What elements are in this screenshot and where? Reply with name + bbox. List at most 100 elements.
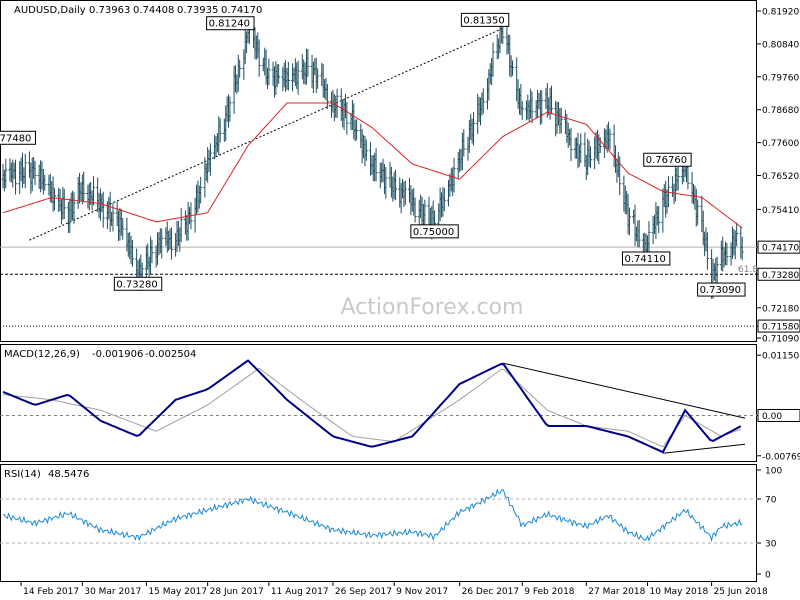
price-bar bbox=[335, 88, 339, 118]
swing-label-text: 0.74110 bbox=[624, 254, 665, 265]
x-axis-tick-label: 28 Jun 2017 bbox=[210, 587, 264, 597]
rsi-y-tick-label: 0 bbox=[765, 571, 771, 581]
price-bar bbox=[257, 39, 261, 77]
swing-label-box bbox=[410, 224, 459, 239]
price-tag-box bbox=[757, 267, 800, 281]
watermark: ActionForex.com bbox=[341, 295, 524, 320]
macd-y-tick-label: 0.00 bbox=[762, 412, 782, 422]
price-header-close: 0.74170 bbox=[221, 5, 262, 16]
price-bar bbox=[130, 239, 134, 267]
price-bar bbox=[549, 85, 553, 115]
fib-label: 61.8 bbox=[738, 265, 758, 275]
price-bar bbox=[296, 60, 300, 95]
macd-line bbox=[2, 359, 742, 454]
price-bar bbox=[286, 62, 290, 91]
price-bar bbox=[121, 217, 125, 240]
price-header-low: 0.73935 bbox=[177, 5, 218, 16]
macd-readout-main: -0.001906 bbox=[92, 349, 143, 360]
price-bar bbox=[735, 222, 739, 247]
price-bar bbox=[501, 23, 505, 44]
price-bar bbox=[647, 221, 651, 252]
price-bar bbox=[598, 137, 602, 153]
price-bar bbox=[4, 158, 8, 189]
swing-label-text: 0.75000 bbox=[413, 227, 454, 238]
x-axis-tick-label: 9 Feb 2018 bbox=[524, 587, 575, 597]
swing-label-box bbox=[0, 130, 36, 145]
price-y-tick-label: 0.71090 bbox=[762, 335, 799, 345]
rsi-y-tick-label: 70 bbox=[765, 496, 777, 506]
swing-label-text: 0.73280 bbox=[116, 279, 157, 290]
price-bar bbox=[169, 227, 173, 260]
price-tag-box bbox=[757, 240, 800, 254]
swing-label-box bbox=[697, 282, 746, 297]
price-bar bbox=[608, 128, 612, 151]
price-bar bbox=[53, 188, 57, 211]
macd-panel bbox=[0, 344, 757, 462]
swing-label-text: 0.81350 bbox=[463, 15, 504, 26]
macd-title: MACD(12,26,9) bbox=[4, 349, 80, 360]
price-bar bbox=[540, 90, 544, 124]
price-y-tick-label: 0.72180 bbox=[762, 304, 799, 314]
price-bar bbox=[413, 197, 417, 223]
price-bar bbox=[325, 83, 329, 110]
price-y-tick-label: 0.73280 bbox=[762, 271, 799, 281]
macd-y-tick-label: 0.011508 bbox=[762, 352, 800, 362]
price-layer: 0.81240 0.81350 0.77480 0.76760 0.75000 0.741… bbox=[0, 12, 757, 327]
price-bar bbox=[569, 127, 573, 162]
x-axis-tick-label: 11 Aug 2017 bbox=[271, 587, 329, 597]
price-bar bbox=[725, 242, 729, 266]
price-y-tick-label: 0.80840 bbox=[762, 40, 799, 50]
swing-label-box bbox=[206, 16, 255, 31]
price-bar bbox=[559, 107, 563, 134]
x-axis-tick-label: 14 Feb 2017 bbox=[23, 587, 79, 597]
price-bar bbox=[579, 133, 583, 163]
price-bar bbox=[452, 157, 456, 193]
x-axis-tick-label: 10 May 2018 bbox=[650, 587, 709, 597]
price-y-tick-label: 0.79760 bbox=[762, 73, 799, 83]
macd-tag-box bbox=[757, 408, 800, 422]
rsi-readout: 48.5476 bbox=[48, 469, 89, 480]
price-bar bbox=[472, 111, 476, 146]
price-bar bbox=[657, 205, 661, 234]
macd-lower-trendline bbox=[662, 443, 746, 454]
price-bar bbox=[637, 219, 641, 248]
swing-label-box bbox=[113, 276, 163, 291]
price-trendline bbox=[29, 27, 503, 241]
price-bar bbox=[403, 180, 407, 205]
price-bar bbox=[33, 161, 37, 186]
price-bar bbox=[364, 139, 368, 161]
rsi-y-tick-label: 100 bbox=[765, 467, 782, 477]
price-bar bbox=[179, 208, 183, 243]
x-axis-tick-label: 26 Dec 2017 bbox=[462, 587, 519, 597]
price-bar bbox=[208, 143, 212, 176]
x-axis-tick-label: 26 Sep 2017 bbox=[335, 587, 392, 597]
price-bar bbox=[43, 174, 47, 191]
moving-average-line bbox=[2, 102, 743, 229]
price-y-tick-label: 0.81920 bbox=[762, 8, 799, 18]
x-axis-tick-label: 27 Mar 2018 bbox=[588, 587, 645, 597]
rsi-layer bbox=[0, 488, 757, 544]
rsi-line bbox=[2, 488, 743, 543]
swing-label-text: 0.81240 bbox=[209, 19, 250, 30]
price-bar bbox=[62, 188, 66, 220]
x-axis-tick-label: 30 Mar 2017 bbox=[84, 587, 141, 597]
rsi-panel bbox=[0, 464, 757, 582]
rsi-title: RSI(14) bbox=[4, 469, 41, 480]
x-axis-tick-label: 15 May 2017 bbox=[148, 587, 207, 597]
swing-label-box bbox=[460, 12, 510, 27]
price-header-open: 0.73963 bbox=[89, 5, 130, 16]
price-bar bbox=[384, 166, 388, 199]
price-bar bbox=[355, 119, 359, 141]
macd-readout-signal: -0.002504 bbox=[145, 349, 196, 360]
rsi-y-tick-label: 30 bbox=[765, 540, 777, 550]
macd-upper-trendline bbox=[502, 362, 746, 419]
price-bar bbox=[374, 148, 378, 182]
price-bar bbox=[491, 42, 495, 77]
price-y-tick-label: 0.71580 bbox=[762, 323, 799, 333]
price-bar bbox=[462, 129, 466, 157]
axes-layer: 0.81920 0.80840 0.79760 0.78680 0.77600 0.765… bbox=[20, 8, 800, 597]
price-bar bbox=[394, 169, 398, 201]
price-y-tick-label: 0.78680 bbox=[762, 106, 799, 116]
price-tag-box bbox=[757, 319, 800, 333]
swing-label-text: 0.77480 bbox=[0, 133, 31, 144]
